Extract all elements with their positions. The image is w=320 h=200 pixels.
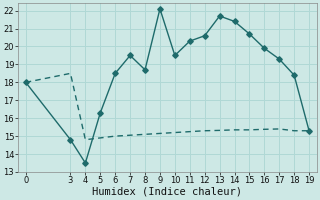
- X-axis label: Humidex (Indice chaleur): Humidex (Indice chaleur): [92, 187, 242, 197]
